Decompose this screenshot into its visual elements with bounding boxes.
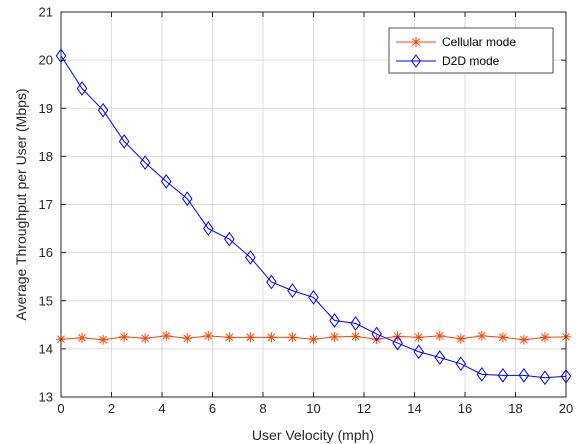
cellular-mode-point bbox=[455, 333, 466, 344]
cellular-mode-point bbox=[203, 330, 214, 341]
legend-box bbox=[388, 27, 554, 74]
x-tick-label: 6 bbox=[209, 401, 216, 416]
y-axis-label: Average Throughput per User (Mbps) bbox=[13, 88, 29, 320]
cellular-mode-point bbox=[224, 332, 235, 343]
d2d-mode-point bbox=[308, 290, 319, 305]
d2d-mode-point bbox=[224, 231, 235, 247]
d2d-mode-series bbox=[55, 48, 572, 386]
cellular-mode-point bbox=[539, 332, 550, 343]
cellular-mode-point bbox=[77, 332, 88, 343]
x-tick-label: 14 bbox=[407, 401, 421, 416]
x-tick-label: 4 bbox=[158, 401, 165, 416]
y-tick-label: 14 bbox=[39, 341, 53, 356]
cellular-mode-point bbox=[329, 331, 340, 342]
cellular-mode-point bbox=[518, 334, 529, 345]
cellular-mode-point bbox=[434, 330, 445, 341]
cellular-mode-point bbox=[245, 332, 256, 343]
x-tick-label: 8 bbox=[259, 401, 266, 416]
d2d-mode-point bbox=[181, 191, 193, 207]
d2d-mode-point bbox=[266, 274, 277, 290]
cellular-mode-point bbox=[308, 334, 319, 345]
y-tick-label: 17 bbox=[39, 197, 53, 212]
y-tick-label: 16 bbox=[39, 245, 53, 260]
legend-entry-d2d-mode: D2D mode bbox=[396, 54, 500, 68]
tick-layer: 0 2 4 6 8 10 12 14 16 18 20 13 14 15 16 17 18 19 20 21 bbox=[39, 5, 574, 417]
d2d-mode-point bbox=[160, 174, 172, 189]
d2d-mode-point bbox=[245, 250, 256, 265]
d2d-mode-point bbox=[139, 155, 151, 170]
cellular-mode-point bbox=[140, 333, 151, 344]
d2d-mode-line bbox=[60, 55, 567, 379]
cellular-mode-point bbox=[266, 332, 277, 343]
x-tick-label: 16 bbox=[458, 401, 472, 416]
y-tick-label: 20 bbox=[39, 53, 53, 68]
grid bbox=[61, 12, 566, 397]
cellular-mode-point bbox=[98, 334, 109, 345]
y-tick-label: 21 bbox=[39, 5, 53, 20]
legend: Cellular mode D2D mode bbox=[388, 27, 554, 74]
y-tick-label: 19 bbox=[39, 101, 53, 116]
d2d-mode-point bbox=[455, 356, 467, 372]
legend-label-d2d-mode: D2D mode bbox=[442, 54, 500, 68]
d2d-mode-point bbox=[350, 316, 361, 331]
cellular-mode-point bbox=[119, 331, 130, 342]
legend-label-cellular-mode: Cellular mode bbox=[442, 35, 516, 49]
d2d-mode-point bbox=[497, 367, 509, 383]
d2d-mode-point bbox=[76, 81, 88, 96]
d2d-mode-point bbox=[118, 134, 130, 149]
d2d-mode-point bbox=[539, 370, 551, 386]
cellular-mode-point bbox=[287, 332, 298, 343]
cellular-mode-point bbox=[497, 332, 508, 343]
y-tick-label: 15 bbox=[39, 293, 53, 308]
y-tick-label: 13 bbox=[39, 390, 53, 405]
cellular-mode-point bbox=[476, 330, 487, 341]
legend-marker-d2d-mode bbox=[411, 54, 421, 68]
x-tick-label: 10 bbox=[306, 401, 320, 416]
legend-entry-cellular-mode: Cellular mode bbox=[396, 35, 516, 49]
legend-marker-cellular-mode bbox=[411, 37, 421, 47]
d2d-mode-point bbox=[371, 326, 382, 342]
cellular-mode-point bbox=[161, 330, 172, 341]
d2d-mode-point bbox=[413, 344, 425, 360]
cellular-mode-point bbox=[413, 332, 424, 343]
x-tick-label: 0 bbox=[57, 401, 64, 416]
y-tick-label: 18 bbox=[39, 149, 53, 164]
x-tick-label: 20 bbox=[559, 401, 573, 416]
cellular-mode-point bbox=[350, 331, 361, 342]
x-tick-label: 12 bbox=[357, 401, 371, 416]
x-tick-label: 2 bbox=[108, 401, 115, 416]
d2d-mode-point bbox=[392, 335, 403, 351]
cellular-mode-point bbox=[182, 333, 193, 344]
d2d-mode-point bbox=[476, 367, 488, 382]
d2d-mode-point bbox=[329, 313, 340, 328]
x-axis-label: User Velocity (mph) bbox=[252, 427, 374, 443]
d2d-mode-point bbox=[434, 350, 446, 365]
d2d-mode-point bbox=[97, 102, 109, 118]
d2d-mode-point bbox=[287, 283, 298, 298]
x-tick-label: 18 bbox=[508, 401, 522, 416]
d2d-mode-point bbox=[518, 367, 530, 383]
d2d-mode-point bbox=[202, 221, 214, 236]
